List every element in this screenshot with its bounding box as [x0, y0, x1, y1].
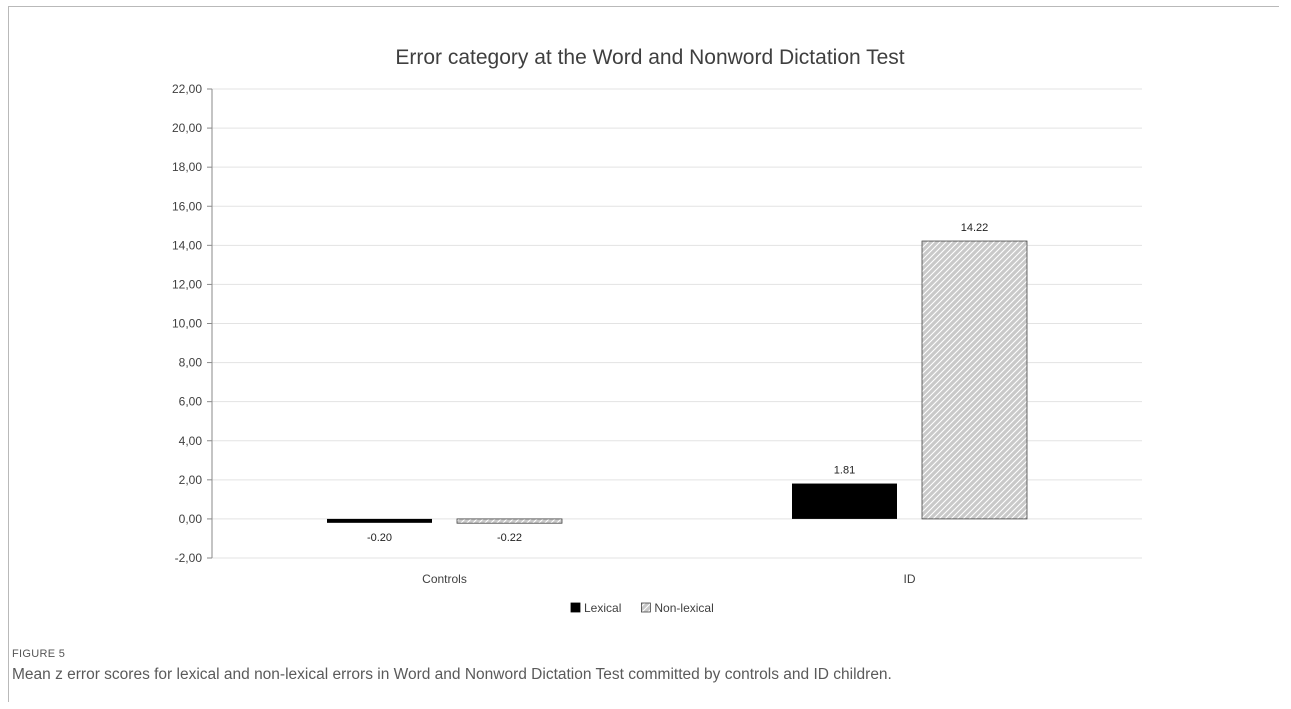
chart-title: Error category at the Word and Nonword D… — [395, 46, 904, 69]
bar-non-lexical-id — [921, 240, 1028, 520]
data-label: -0.20 — [367, 532, 392, 544]
y-tick-label: 0,00 — [179, 512, 203, 526]
bar-lexical-controls — [327, 518, 432, 523]
y-tick-label: 18,00 — [172, 160, 202, 174]
figure-label: FIGURE 5 — [12, 648, 66, 660]
y-tick-label: 20,00 — [172, 121, 202, 135]
y-tick-label: -2,00 — [175, 551, 203, 565]
data-label: 1.81 — [834, 465, 855, 477]
y-tick-label: 8,00 — [179, 356, 203, 370]
bar-chart: Error category at the Word and Nonword D… — [172, 46, 1142, 615]
y-tick-label: 12,00 — [172, 277, 202, 291]
legend-swatch — [570, 602, 581, 613]
data-label: -0.22 — [497, 532, 522, 544]
y-tick-label: 22,00 — [172, 82, 202, 96]
category-label: Controls — [422, 572, 467, 586]
legend-swatch — [641, 602, 651, 613]
figure-frame — [8, 6, 1279, 702]
figure-caption: Mean z error scores for lexical and non-… — [12, 666, 892, 683]
y-tick-label: 4,00 — [179, 434, 203, 448]
bar-non-lexical-controls — [456, 518, 563, 524]
y-tick-label: 14,00 — [172, 238, 202, 252]
legend-label: Non-lexical — [654, 601, 713, 615]
y-tick-label: 16,00 — [172, 199, 202, 213]
category-label: ID — [904, 572, 916, 586]
y-tick-label: 2,00 — [179, 473, 203, 487]
y-tick-label: 10,00 — [172, 317, 202, 331]
bar-lexical-id — [792, 483, 897, 519]
data-label: 14.22 — [961, 222, 989, 234]
legend-label: Lexical — [584, 601, 621, 615]
y-tick-label: 6,00 — [179, 395, 203, 409]
